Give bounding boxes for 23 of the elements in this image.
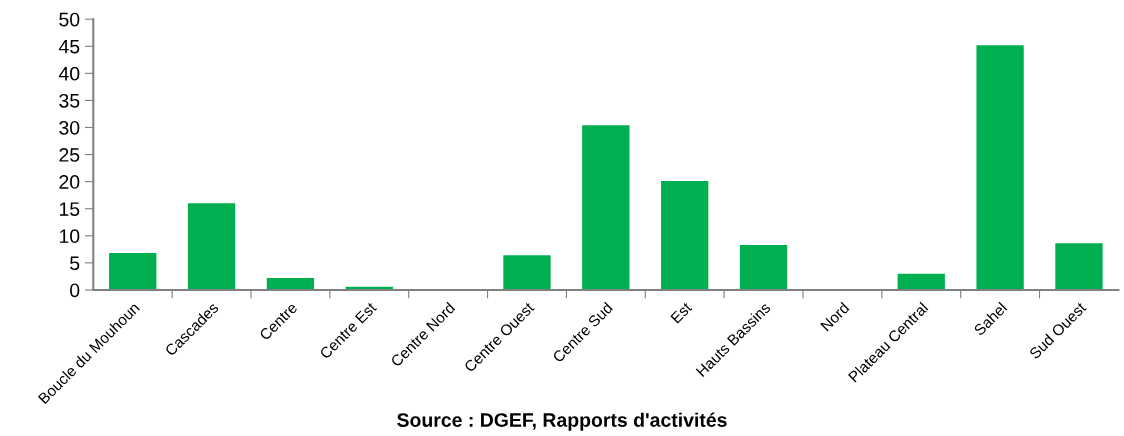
bar bbox=[109, 253, 157, 290]
y-tick-label: 50 bbox=[59, 12, 80, 27]
y-tick-label: 5 bbox=[70, 256, 80, 271]
y-tick-label: 40 bbox=[58, 66, 80, 81]
y-tick-label: 10 bbox=[59, 229, 80, 244]
bar bbox=[266, 278, 315, 290]
y-tick-label: 45 bbox=[58, 39, 80, 54]
bar bbox=[976, 45, 1024, 290]
y-tick-label: 0 bbox=[70, 283, 80, 298]
bar bbox=[1055, 243, 1103, 290]
source-note: Source : DGEF, Rapports d'activités bbox=[397, 412, 727, 431]
y-tick-label: 35 bbox=[59, 93, 80, 108]
y-tick-label: 25 bbox=[59, 148, 80, 162]
bar bbox=[739, 244, 788, 290]
bar bbox=[187, 203, 236, 290]
y-tick-label: 15 bbox=[59, 202, 80, 216]
bar bbox=[582, 125, 630, 290]
x-tick-label: Est bbox=[670, 301, 693, 324]
bar bbox=[661, 181, 709, 290]
y-tick-label: 20 bbox=[59, 175, 80, 189]
bar bbox=[503, 255, 551, 290]
y-tick-label: 30 bbox=[59, 120, 80, 135]
bar bbox=[897, 273, 945, 290]
